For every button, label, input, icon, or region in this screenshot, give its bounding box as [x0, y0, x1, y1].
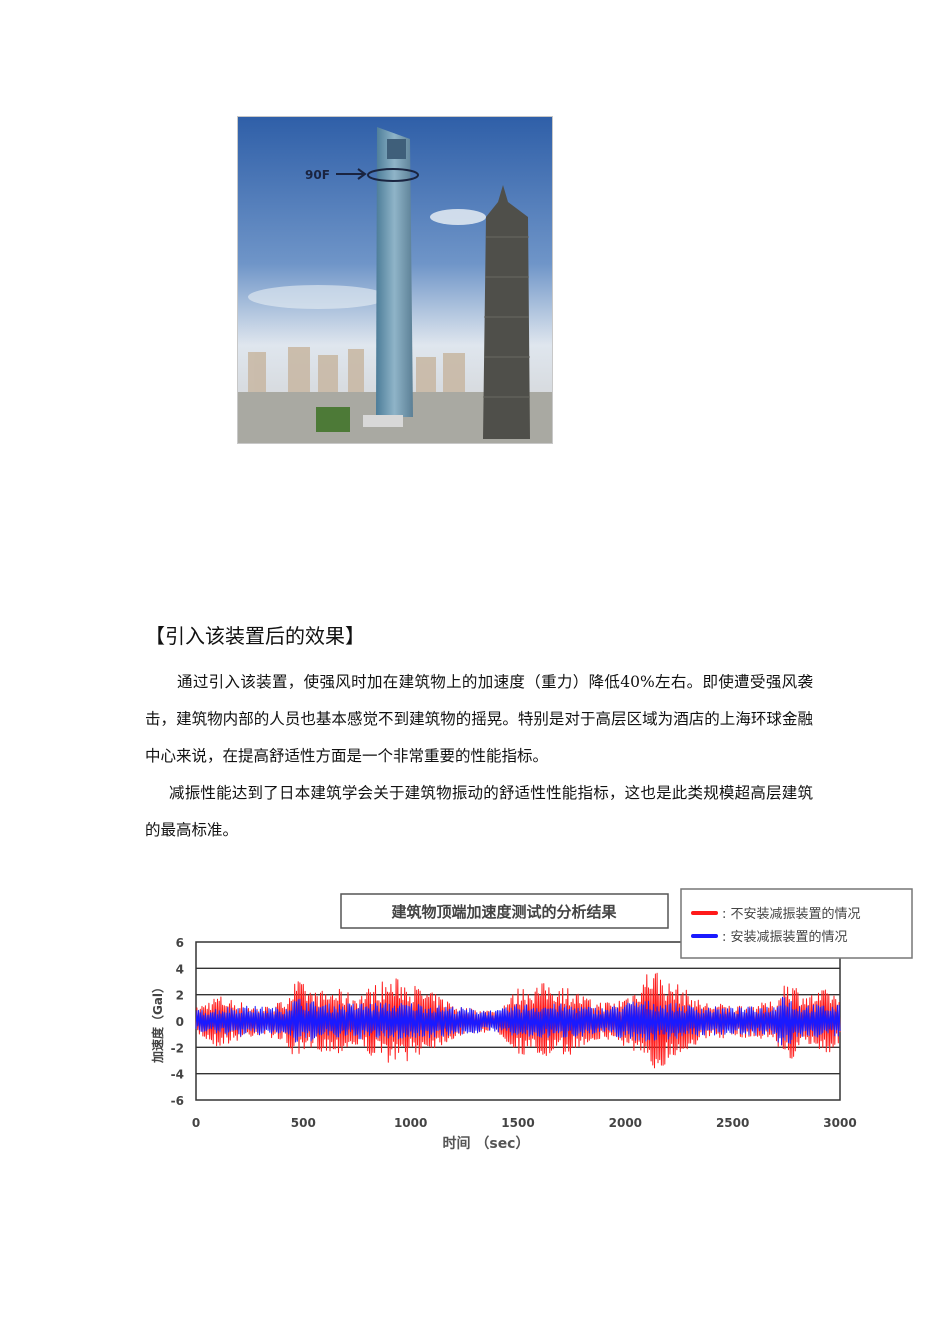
y-tick-label: -2	[171, 1041, 184, 1055]
legend-label: : 不安装减振装置的情况	[722, 906, 861, 922]
floor-highlight-ellipse	[367, 168, 419, 182]
x-tick-label: 500	[291, 1116, 316, 1130]
chart-title: 建筑物顶端加速度测试的分析结果	[391, 903, 617, 921]
x-axis-label: 时间 （sec）	[442, 1135, 529, 1152]
legend	[680, 888, 913, 959]
y-tick-label: 2	[176, 989, 184, 1003]
x-tick-label: 1000	[394, 1116, 427, 1130]
y-tick-label: 6	[176, 936, 184, 950]
y-tick-label: 4	[176, 962, 184, 976]
y-tick-label: -6	[171, 1094, 184, 1108]
legend-label: : 安装减振装置的情况	[722, 929, 848, 945]
series-line-1	[195, 996, 841, 1046]
x-tick-label: 0	[192, 1116, 200, 1130]
y-tick-label: -4	[171, 1068, 184, 1082]
x-tick-label: 3000	[823, 1116, 856, 1130]
y-tick-label: 0	[176, 1015, 184, 1029]
acceleration-chart: 6 4 2 0 -2 -4 -6 0 500 1000 1500 2000 2500 3000 建筑物顶端…	[140, 880, 920, 1164]
y-axis-label: 加速度（Gal）	[150, 981, 165, 1064]
x-tick-label: 2500	[716, 1116, 749, 1130]
building-photo: 90F	[237, 116, 553, 444]
paragraph: 减振性能达到了日本建筑学会关于建筑物振动的舒适性性能指标，这也是此类规模超高层建…	[145, 784, 813, 839]
arrow-icon	[357, 168, 367, 180]
x-tick-label: 1500	[501, 1116, 534, 1130]
section-heading: 【引入该装置后的效果】	[145, 624, 365, 648]
chart-title-box	[340, 893, 669, 929]
x-tick-label: 2000	[609, 1116, 642, 1130]
floor-label: 90F	[305, 168, 330, 182]
paragraph: 通过引入该装置，使强风时加在建筑物上的加速度（重力）降低40%左右。即使遭受强风…	[145, 673, 813, 765]
